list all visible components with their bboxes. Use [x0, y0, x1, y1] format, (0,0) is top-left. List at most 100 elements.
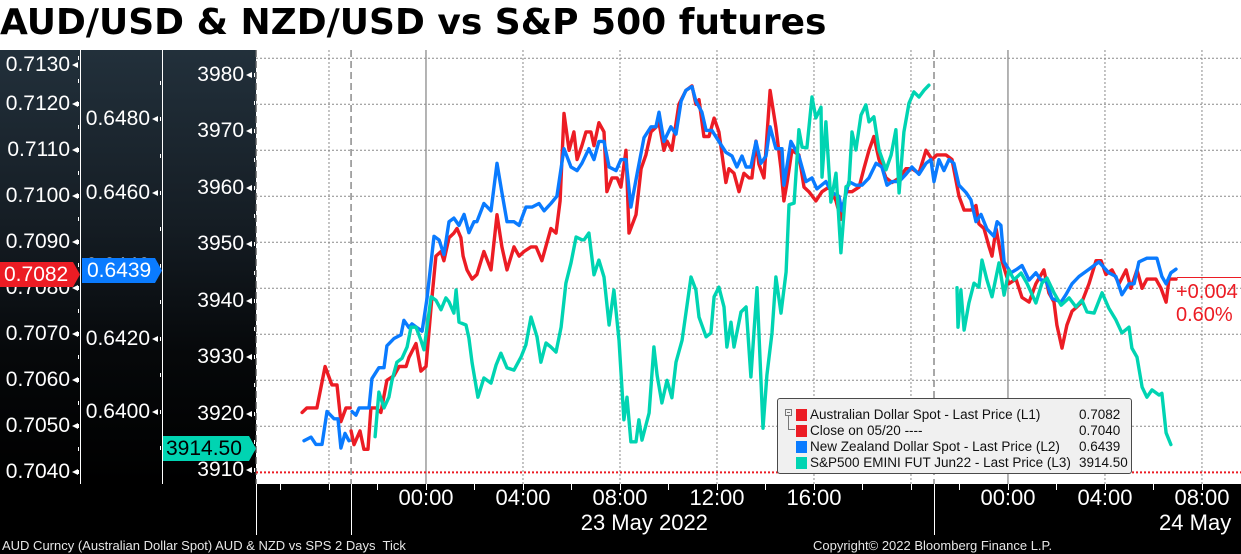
x-axis-tick: [620, 484, 621, 490]
collapse-tree-icon[interactable]: [785, 409, 792, 416]
y-axis-tick-label: 3930: [197, 345, 244, 369]
legend-swatch-spx: [796, 457, 807, 469]
y-axis-tick-label: 0.7040: [5, 460, 70, 484]
aud-series-line: [300, 364, 352, 424]
legend-row-aud[interactable]: Australian Dollar Spot - Last Price (L1)…: [778, 407, 1131, 423]
y-axis-tick-label: 0.7070: [5, 322, 70, 346]
series-group: [300, 83, 1178, 451]
legend-label: Australian Dollar Spot - Last Price (L1): [810, 407, 1041, 422]
aud-change-value: +0.004: [1176, 281, 1238, 303]
minor-tick: [160, 190, 161, 195]
x-axis-time-label: 08:00: [1174, 485, 1230, 510]
x-axis-time-label: 00:00: [980, 485, 1036, 510]
x-axis-area: [0, 484, 1241, 554]
legend-value: 0.7082: [1079, 407, 1121, 422]
minor-tick: [78, 286, 79, 291]
x-axis-tick: [911, 484, 912, 490]
x-axis-tick: [426, 484, 427, 490]
y-axis-tick-label: 0.7110: [7, 138, 70, 162]
tick-pointer-icon: [246, 410, 252, 417]
minor-tick: [78, 447, 79, 452]
minor-tick: [254, 101, 255, 106]
tree-connector-icon: [788, 416, 789, 429]
x-axis-tick: [862, 484, 863, 490]
x-axis-tick: [1008, 484, 1009, 490]
minor-tick: [78, 171, 79, 176]
tick-pointer-icon: [72, 331, 78, 338]
x-axis-date-label: 23 May 2022: [580, 510, 708, 535]
minor-tick: [78, 378, 79, 383]
minor-tick: [78, 102, 79, 107]
legend-swatch-close: [796, 425, 807, 437]
tick-pointer-icon: [72, 469, 78, 476]
x-axis-tick: [1056, 484, 1057, 490]
minor-tick: [160, 446, 161, 450]
y-axis-tick-label: 3970: [197, 119, 244, 143]
y-axis-tick-label: 0.7090: [5, 230, 70, 254]
y-axis-tick-label: 0.6480: [85, 107, 150, 131]
spx-series-line: [373, 83, 931, 444]
y-axis-tick-label: 3950: [197, 232, 244, 256]
y-axis-tick-label: 3980: [197, 62, 244, 86]
nzd-series-line: [350, 84, 1178, 417]
y-axis-tick-label: 3920: [197, 401, 244, 425]
tick-pointer-icon: [152, 189, 158, 196]
tick-pointer-icon: [246, 241, 252, 248]
tick-pointer-icon: [152, 116, 158, 123]
minor-tick: [254, 439, 255, 444]
legend-swatch-nzd: [796, 441, 807, 453]
x-axis-tick: [1105, 484, 1106, 490]
minor-tick: [160, 80, 161, 85]
legend-row-nzd[interactable]: New Zealand Dollar Spot - Last Price (L2…: [778, 439, 1131, 455]
y-axis-tick-label: 3960: [197, 175, 244, 199]
minor-tick: [78, 401, 79, 406]
y-axis-tick-label: 0.6460: [85, 180, 150, 204]
y-axis-tick-label: 0.7130: [5, 53, 70, 76]
tick-pointer-icon: [72, 377, 78, 384]
x-axis-tick: [668, 484, 669, 490]
minor-tick: [160, 409, 161, 414]
x-axis-session-separator: [351, 484, 352, 535]
minor-tick: [254, 157, 255, 162]
minor-tick: [78, 217, 79, 222]
y-axis-tick-label: 0.7050: [5, 414, 70, 438]
minor-tick: [254, 468, 255, 472]
x-axis-tick: [280, 484, 281, 490]
aud-series-line: [349, 84, 1178, 451]
minor-tick: [78, 56, 79, 61]
minor-tick: [254, 411, 255, 416]
x-axis-tick: [571, 484, 572, 490]
tick-pointer-icon: [72, 423, 78, 430]
tick-pointer-icon: [152, 335, 158, 342]
minor-tick: [254, 270, 255, 275]
minor-tick: [160, 336, 161, 341]
nzd-last-price-tag: 0.6439: [82, 258, 162, 283]
minor-tick: [254, 242, 255, 247]
legend: Australian Dollar Spot - Last Price (L1)…: [777, 398, 1132, 474]
legend-swatch-aud: [796, 409, 807, 421]
legend-row-spx[interactable]: S&P500 EMINI FUT Jun22 - Last Price (L3)…: [778, 455, 1131, 471]
minor-tick: [78, 194, 79, 199]
x-axis-tick: [377, 484, 378, 490]
aud-change-percent: 0.60%: [1176, 304, 1233, 326]
minor-tick: [78, 309, 79, 314]
x-axis-tick: [1202, 484, 1203, 490]
legend-row-close[interactable]: Close on 05/20 ---- 0.7040: [778, 423, 1131, 439]
tick-pointer-icon: [152, 408, 158, 415]
x-axis-session-separator: [256, 484, 257, 535]
x-axis-tick: [523, 484, 524, 490]
minor-tick: [78, 332, 79, 337]
aud-change-marker-line: [1177, 277, 1241, 278]
legend-value: 0.6439: [1079, 439, 1121, 454]
x-axis-date-label: 24 May: [1159, 510, 1232, 535]
minor-tick: [160, 373, 161, 377]
minor-tick: [254, 185, 255, 190]
x-axis-time-label: 00:00: [398, 485, 454, 510]
minor-tick: [78, 148, 79, 153]
minor-tick: [78, 240, 79, 245]
tick-pointer-icon: [246, 184, 252, 191]
tree-connector-icon: [788, 429, 795, 430]
legend-label: S&P500 EMINI FUT Jun22 - Last Price (L3): [810, 455, 1071, 470]
minor-tick: [78, 79, 79, 84]
spx-last-price-tag: 3914.50: [163, 436, 256, 461]
